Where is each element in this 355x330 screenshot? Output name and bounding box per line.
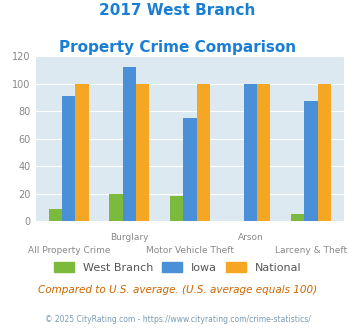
Bar	[136, 83, 149, 221]
Text: Motor Vehicle Theft: Motor Vehicle Theft	[146, 246, 234, 255]
Bar	[170, 196, 183, 221]
Text: © 2025 CityRating.com - https://www.cityrating.com/crime-statistics/: © 2025 CityRating.com - https://www.city…	[45, 315, 310, 324]
Bar	[244, 83, 257, 221]
Text: Larceny & Theft: Larceny & Theft	[275, 246, 347, 255]
Bar	[291, 214, 304, 221]
Bar	[123, 67, 136, 221]
Bar	[183, 118, 197, 221]
Bar	[76, 83, 89, 221]
Bar	[109, 194, 123, 221]
Bar	[257, 83, 271, 221]
Text: Arson: Arson	[237, 233, 263, 242]
Text: All Property Crime: All Property Crime	[28, 246, 110, 255]
Legend: West Branch, Iowa, National: West Branch, Iowa, National	[49, 258, 306, 278]
Bar	[197, 83, 210, 221]
Text: 2017 West Branch: 2017 West Branch	[99, 3, 256, 18]
Bar	[62, 96, 76, 221]
Bar	[318, 83, 331, 221]
Text: Burglary: Burglary	[110, 233, 149, 242]
Text: Compared to U.S. average. (U.S. average equals 100): Compared to U.S. average. (U.S. average …	[38, 285, 317, 295]
Text: Property Crime Comparison: Property Crime Comparison	[59, 40, 296, 54]
Bar	[304, 101, 318, 221]
Bar	[49, 209, 62, 221]
